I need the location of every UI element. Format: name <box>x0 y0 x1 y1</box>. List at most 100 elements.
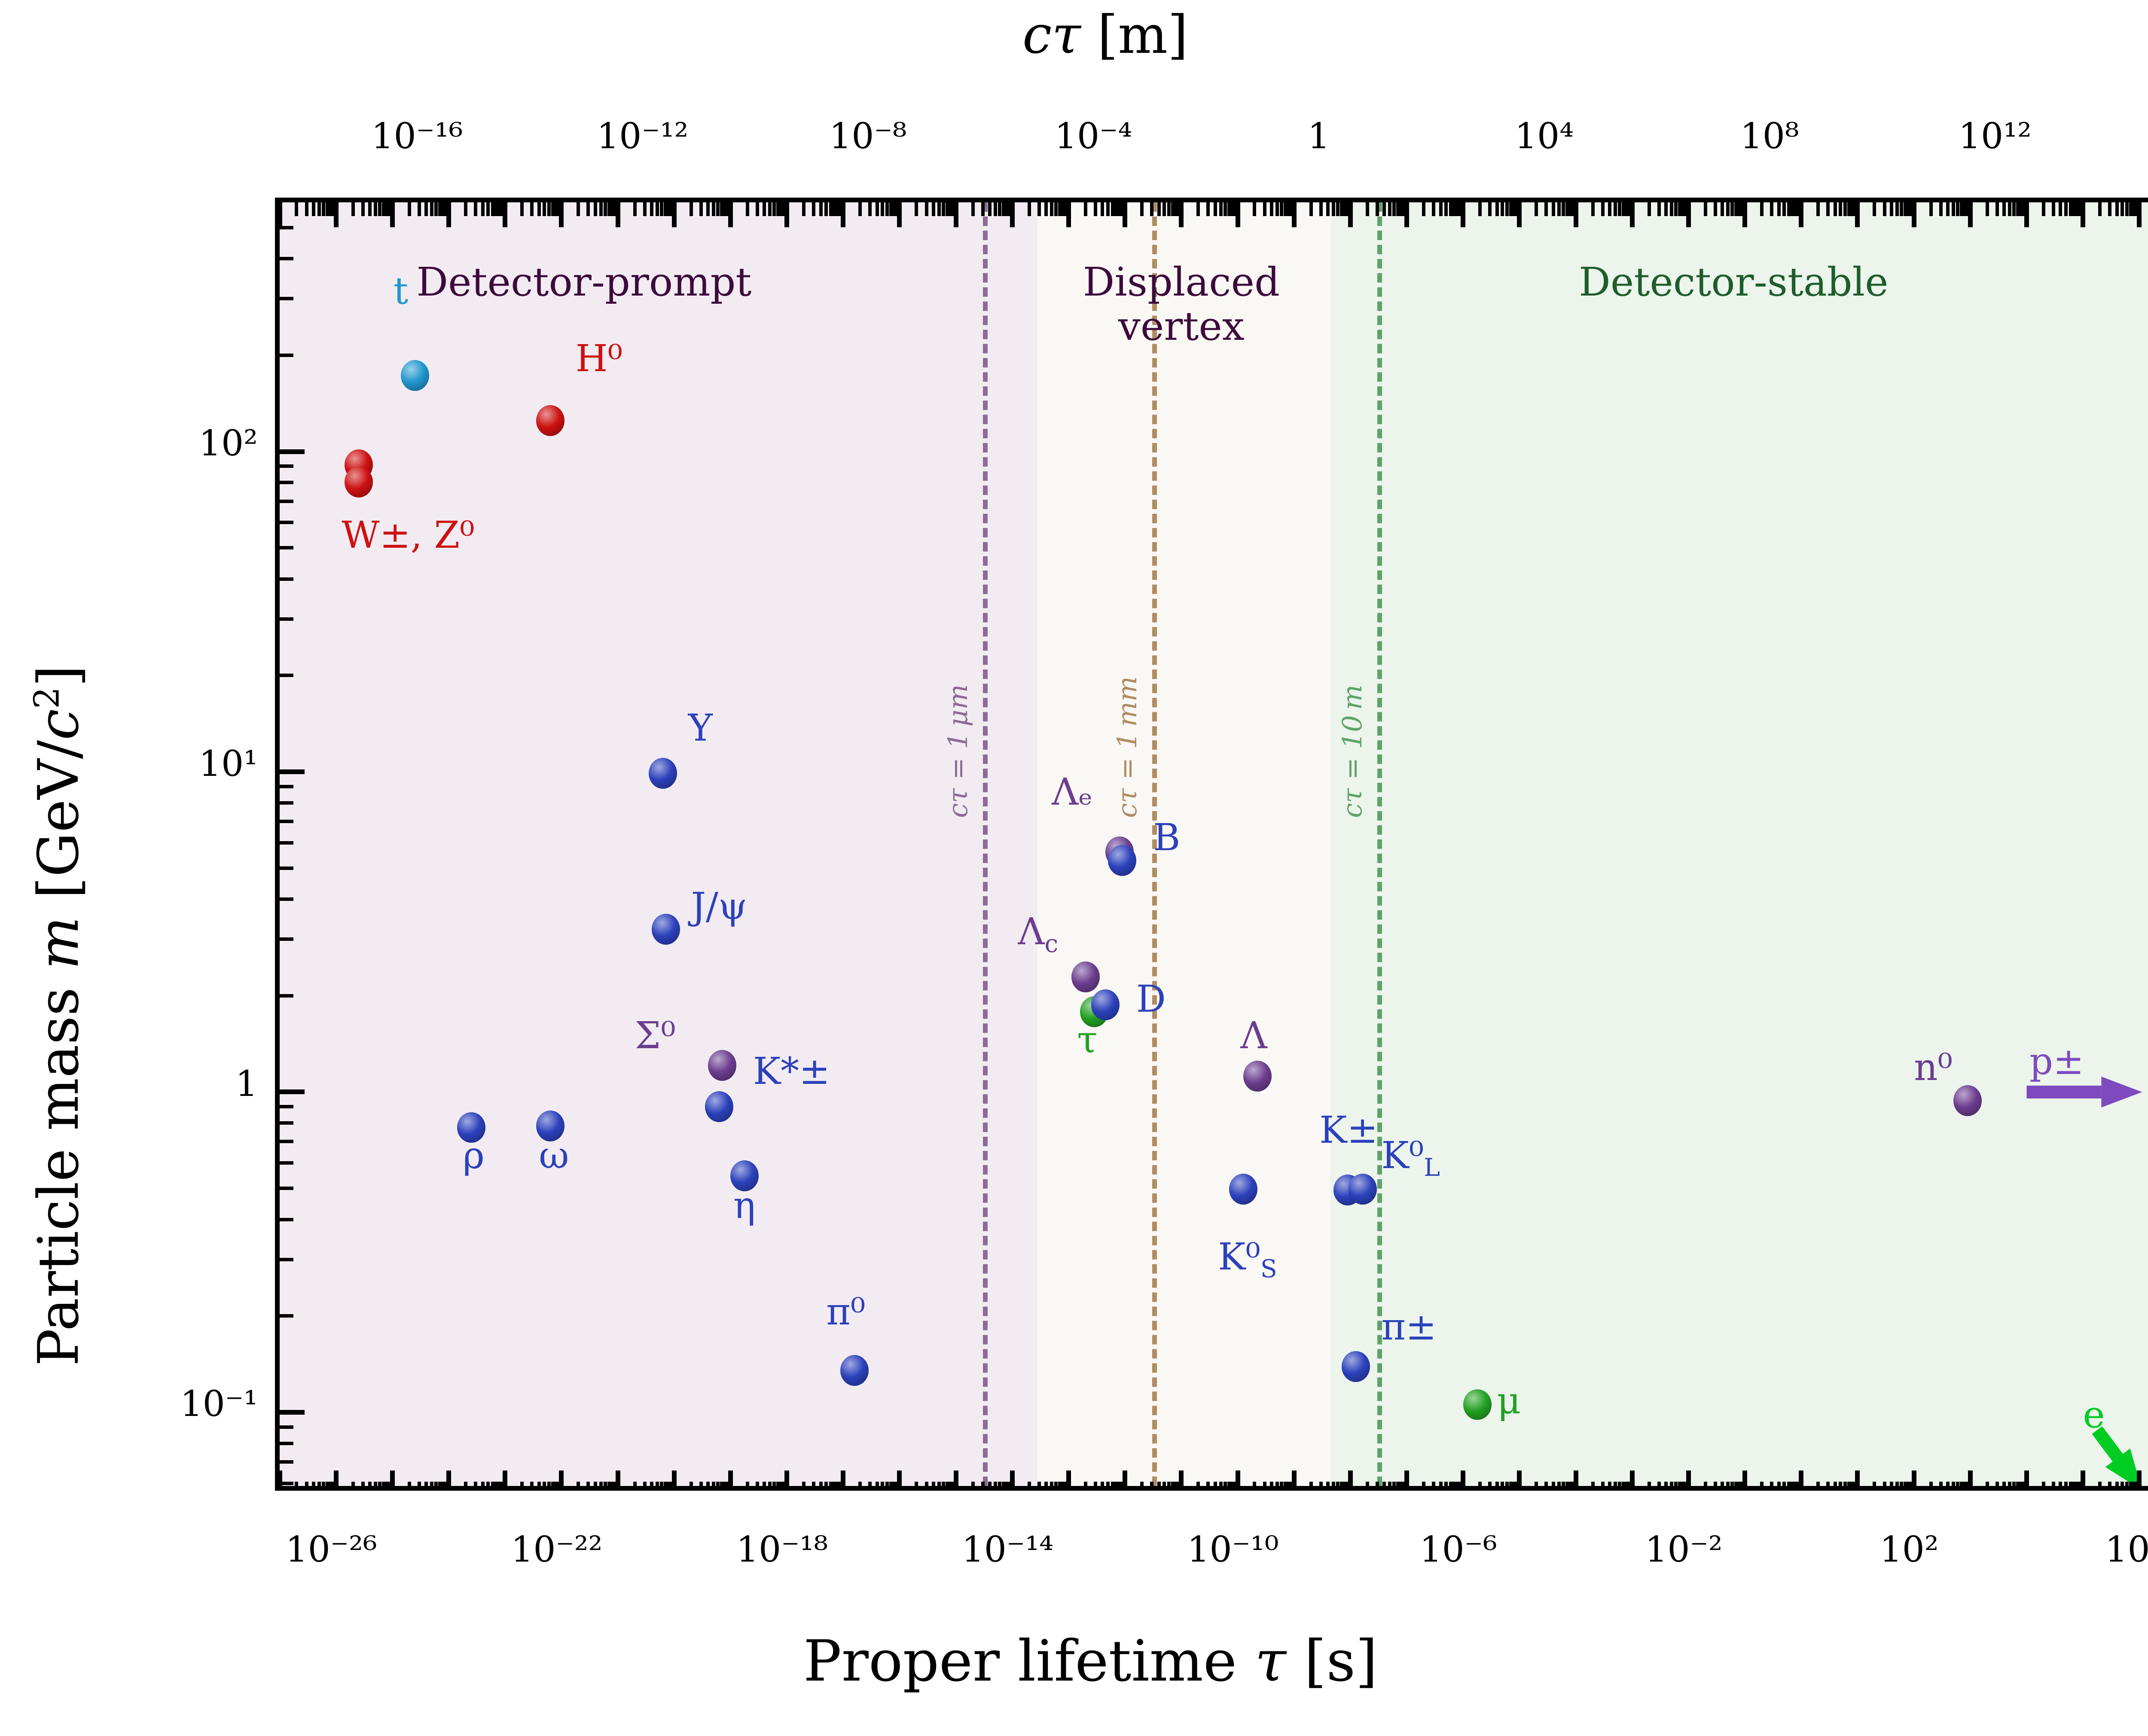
tick-mark <box>1439 202 1443 216</box>
tick-mark <box>1253 1482 1257 1486</box>
tick-mark <box>551 202 555 216</box>
tick-mark <box>1910 1482 1913 1486</box>
tick-mark <box>1290 1482 1294 1486</box>
tick-mark <box>503 202 508 227</box>
tick-mark <box>1911 202 1916 227</box>
tick-mark <box>1452 202 1456 216</box>
data-point-Upsilon[interactable] <box>649 757 677 789</box>
tick-mark <box>1235 202 1240 227</box>
tick-mark <box>1404 1471 1410 1486</box>
tick-mark <box>332 1482 336 1486</box>
tick-mark <box>554 1482 558 1486</box>
tick-mark <box>643 202 647 216</box>
data-point-H0[interactable] <box>536 405 564 436</box>
data-point-omega[interactable] <box>536 1111 564 1142</box>
tick-mark <box>776 202 780 216</box>
data-point-Jpsi[interactable] <box>651 914 680 945</box>
tick-mark <box>1010 202 1015 227</box>
tick-mark <box>1157 202 1161 216</box>
data-point-Kstar[interactable] <box>705 1091 734 1123</box>
data-point-Lambda_c[interactable] <box>1071 961 1100 992</box>
tick-mark <box>1839 1482 1843 1486</box>
tick-mark <box>280 866 293 870</box>
tick-mark <box>1083 202 1087 216</box>
tick-mark <box>494 202 498 216</box>
tick-mark <box>280 464 293 468</box>
tick-mark <box>1833 202 1837 216</box>
data-point-t[interactable] <box>400 360 429 391</box>
tick-mark <box>1444 1482 1448 1486</box>
tick-mark <box>1855 1471 1860 1486</box>
data-point-D[interactable] <box>1091 989 1120 1021</box>
tick-mark <box>434 202 438 216</box>
tick-mark <box>1601 1482 1605 1486</box>
tick-mark <box>1628 1482 1632 1486</box>
tick-mark <box>1591 1482 1595 1486</box>
particle-label-Kpm: K± <box>1319 1109 1378 1152</box>
data-point-Lambda[interactable] <box>1243 1061 1272 1092</box>
tick-mark <box>1968 202 1973 227</box>
tick-mark <box>1167 1482 1171 1486</box>
tick-mark <box>949 1482 952 1486</box>
tick-mark <box>1669 1482 1673 1486</box>
tick-mark <box>716 1482 720 1486</box>
tick-mark <box>1488 1482 1492 1486</box>
data-point-Z[interactable] <box>344 466 373 497</box>
tick-mark <box>1900 202 1904 216</box>
tick-mark <box>1628 202 1632 216</box>
data-point-Sigma0[interactable] <box>708 1050 736 1081</box>
tick-mark <box>2016 1482 2020 1486</box>
tick-mark <box>1336 1482 1340 1486</box>
tick-mark <box>1657 1482 1661 1486</box>
tick-mark <box>782 202 786 216</box>
bottom-tick-label: 10⁻² <box>1645 1529 1723 1570</box>
tick-mark <box>1439 1482 1443 1486</box>
tick-mark <box>782 1482 786 1486</box>
tick-mark <box>784 202 790 227</box>
data-point-rho[interactable] <box>457 1112 485 1143</box>
tick-mark <box>543 202 546 216</box>
data-point-K0L[interactable] <box>1349 1173 1377 1205</box>
tick-mark <box>322 1482 326 1486</box>
top-tick-label: 10¹² <box>1958 116 2032 157</box>
tick-mark <box>280 1425 293 1429</box>
tick-mark <box>1618 202 1622 216</box>
tick-mark <box>280 1140 293 1144</box>
tick-mark <box>723 1482 727 1486</box>
tick-mark <box>1111 202 1114 216</box>
tick-mark <box>2125 1482 2129 1486</box>
tick-mark <box>633 1482 637 1486</box>
tick-mark <box>819 1482 823 1486</box>
bottom-tick-label: 10⁶ <box>2105 1529 2148 1570</box>
tick-mark <box>368 1482 372 1486</box>
tick-mark <box>1432 202 1436 216</box>
particle-label-Lambda_b: Λₑ <box>1052 770 1093 814</box>
tick-mark <box>1219 1482 1223 1486</box>
data-point-B[interactable] <box>1108 845 1137 876</box>
tick-mark <box>839 202 842 216</box>
tick-mark <box>2024 1471 2029 1486</box>
tick-mark <box>351 202 355 216</box>
tick-mark <box>1816 1482 1820 1486</box>
tick-mark <box>305 202 308 216</box>
particle-label-Jpsi: J/ψ <box>691 885 748 928</box>
data-point-n0[interactable] <box>1953 1085 1982 1116</box>
tick-mark <box>1319 1482 1323 1486</box>
tick-mark <box>1037 202 1041 216</box>
tick-mark <box>841 1471 846 1486</box>
data-point-mu[interactable] <box>1463 1389 1492 1420</box>
data-point-eta[interactable] <box>730 1160 759 1191</box>
tick-mark <box>988 202 992 216</box>
tick-mark <box>1375 1482 1379 1486</box>
tick-mark <box>1340 202 1344 216</box>
data-point-pipm[interactable] <box>1342 1351 1370 1382</box>
tick-mark <box>829 202 833 216</box>
tick-mark <box>915 1482 918 1486</box>
tick-mark <box>1230 202 1234 216</box>
tick-mark <box>1601 202 1605 216</box>
tick-mark <box>388 202 392 216</box>
data-point-pi0[interactable] <box>840 1355 869 1386</box>
tick-mark <box>1346 202 1350 216</box>
tick-mark <box>1348 1471 1353 1486</box>
data-point-K0S[interactable] <box>1229 1173 1258 1205</box>
